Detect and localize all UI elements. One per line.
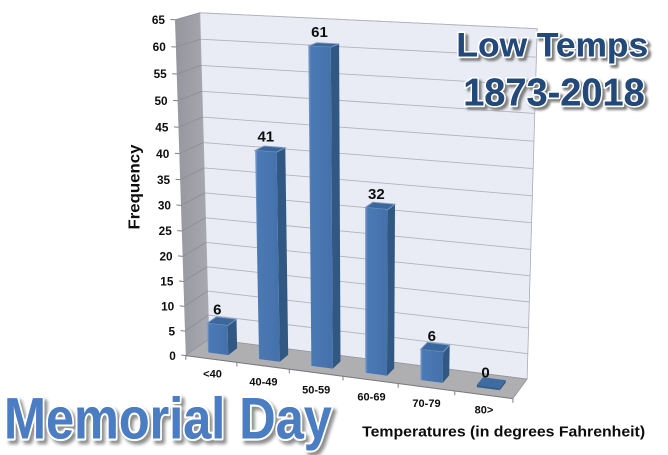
svg-text:Memorial Day: Memorial Day [4, 387, 332, 452]
svg-text:Memorial Day: Memorial Day [4, 387, 332, 452]
svg-text:41: 41 [257, 129, 274, 146]
svg-text:35: 35 [157, 173, 171, 187]
svg-text:30: 30 [158, 199, 172, 213]
svg-text:0: 0 [169, 349, 176, 363]
svg-text:45: 45 [155, 121, 169, 135]
svg-text:65: 65 [152, 13, 166, 27]
svg-text:Low Temps: Low Temps [456, 27, 648, 65]
svg-text:25: 25 [159, 224, 173, 238]
svg-text:50: 50 [154, 94, 168, 108]
svg-text:40-49: 40-49 [249, 377, 277, 389]
svg-text:Temperatures (in degrees Fahre: Temperatures (in degrees Fahrenheit) [362, 424, 645, 441]
svg-text:5: 5 [168, 324, 175, 338]
svg-text:20: 20 [159, 250, 173, 264]
svg-text:60: 60 [153, 40, 167, 54]
svg-text:55: 55 [154, 67, 168, 81]
svg-text:1873-2018: 1873-2018 [463, 71, 645, 114]
svg-text:15: 15 [160, 275, 174, 289]
svg-text:0: 0 [481, 365, 489, 382]
svg-text:32: 32 [368, 186, 385, 203]
svg-text:50-59: 50-59 [302, 384, 330, 396]
svg-text:6: 6 [428, 328, 436, 345]
svg-text:61: 61 [311, 24, 328, 41]
svg-text:1873-2018: 1873-2018 [463, 71, 645, 114]
svg-text:70-79: 70-79 [412, 398, 440, 410]
svg-text:80>: 80> [475, 404, 494, 416]
svg-text:<40: <40 [203, 369, 222, 381]
svg-text:60-69: 60-69 [357, 391, 385, 403]
svg-text:10: 10 [161, 300, 175, 314]
svg-text:Low Temps: Low Temps [456, 27, 648, 65]
svg-text:40: 40 [156, 147, 170, 161]
svg-text:6: 6 [213, 302, 221, 319]
svg-text:Frequency: Frequency [127, 144, 144, 229]
